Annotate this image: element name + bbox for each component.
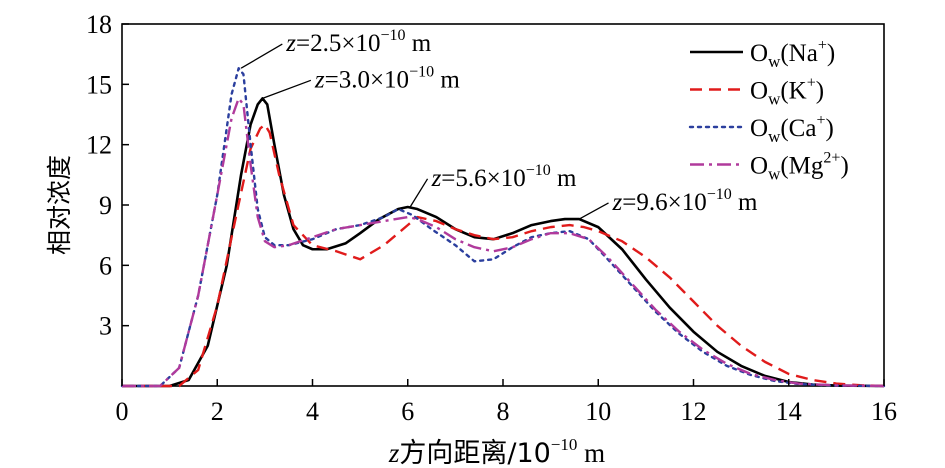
x-axis-label: z方向距离/10−10 m — [388, 435, 605, 468]
x-axis-text: 方向距离/10 — [399, 438, 550, 468]
annotation-text: =3.0×10 — [325, 66, 409, 93]
legend-label-base: O — [750, 78, 768, 105]
annotation-variable: z — [431, 165, 442, 192]
legend-label-end: ) — [840, 153, 848, 180]
legend-label-main: (Na — [780, 40, 817, 67]
annotation-text: =2.5×10 — [296, 30, 380, 57]
legend-label-base: O — [750, 153, 768, 180]
annotation-text: =9.6×10 — [622, 189, 706, 216]
annotation-unit: m — [551, 165, 577, 192]
y-tick-label: 3 — [99, 312, 112, 341]
annotation-leader — [409, 178, 429, 208]
y-tick-label: 9 — [99, 191, 112, 220]
annotation-unit: m — [732, 189, 758, 216]
annotation-label: z=5.6×10−10 m — [431, 162, 577, 192]
x-tick-label: 6 — [401, 397, 414, 426]
legend-label-subscript: w — [768, 52, 781, 71]
legend-label-4: Ow(Mg2+) — [750, 150, 849, 184]
legend-label-subscript: w — [768, 90, 781, 109]
x-tick-label: 14 — [776, 397, 802, 426]
series-line-1 — [122, 97, 885, 388]
x-tick-label: 4 — [306, 397, 319, 426]
series-line-4 — [122, 97, 885, 388]
legend-label-main: (Ca — [780, 115, 816, 142]
legend-label-end: ) — [827, 40, 835, 67]
legend-label-3: Ow(Ca+) — [750, 112, 834, 146]
legend-label-subscript: w — [768, 165, 781, 184]
annotation-text: =5.6×10 — [441, 165, 525, 192]
x-tick-label: 16 — [871, 397, 897, 426]
annotation-exponent: −10 — [409, 63, 434, 80]
legend-label-superscript: + — [818, 37, 827, 54]
annotation-variable: z — [285, 30, 296, 57]
x-axis-variable: z — [388, 438, 400, 468]
annotation-exponent: −10 — [707, 186, 732, 203]
annotation-variable: z — [314, 66, 325, 93]
legend-label-base: O — [750, 40, 768, 67]
x-axis-unit: m — [577, 438, 605, 468]
y-tick-label: 6 — [99, 251, 112, 280]
annotation-leader — [578, 202, 609, 220]
legend: Ow(Na+)Ow(K+)Ow(Ca+)Ow(Mg2+) — [688, 37, 849, 184]
annotation-label: z=3.0×10−10 m — [314, 63, 460, 93]
legend-label-subscript: w — [768, 127, 781, 146]
legend-label-superscript: 2+ — [823, 150, 840, 167]
legend-label-end: ) — [825, 115, 833, 142]
legend-label-end: ) — [816, 78, 824, 105]
annotation-unit: m — [406, 30, 432, 57]
annotation-label: z=9.6×10−10 m — [612, 186, 758, 216]
x-tick-label: 2 — [211, 397, 224, 426]
series-line-2 — [122, 123, 885, 388]
x-axis-exponent: −10 — [551, 435, 578, 454]
legend-label-superscript: + — [816, 112, 825, 129]
y-tick-label: 18 — [86, 10, 112, 39]
annotation-variable: z — [612, 189, 623, 216]
annotation-leader — [262, 79, 312, 100]
y-tick-label: 15 — [86, 70, 112, 99]
x-tick-label: 0 — [116, 397, 129, 426]
y-axis-label: 相对浓度 — [45, 155, 74, 255]
x-tick-label: 12 — [681, 397, 707, 426]
legend-label-superscript: + — [807, 75, 816, 92]
annotation-exponent: −10 — [380, 27, 405, 44]
legend-label-base: O — [750, 115, 768, 142]
annotation-leader — [240, 43, 283, 69]
legend-label-2: Ow(K+) — [750, 75, 824, 109]
annotation-exponent: −10 — [526, 162, 551, 179]
series-layer — [120, 67, 886, 388]
annotation-label: z=2.5×10−10 m — [285, 27, 431, 57]
legend-label-1: Ow(Na+) — [750, 37, 835, 71]
annotation-unit: m — [434, 66, 460, 93]
x-tick-label: 8 — [497, 397, 510, 426]
legend-label-main: (K — [780, 78, 806, 105]
y-tick-label: 12 — [86, 131, 112, 160]
legend-label-main: (Mg — [780, 153, 824, 180]
series-line-3 — [120, 67, 886, 388]
annotation-layer: z=2.5×10−10 mz=3.0×10−10 mz=5.6×10−10 mz… — [240, 27, 758, 220]
x-tick-label: 10 — [585, 397, 611, 426]
